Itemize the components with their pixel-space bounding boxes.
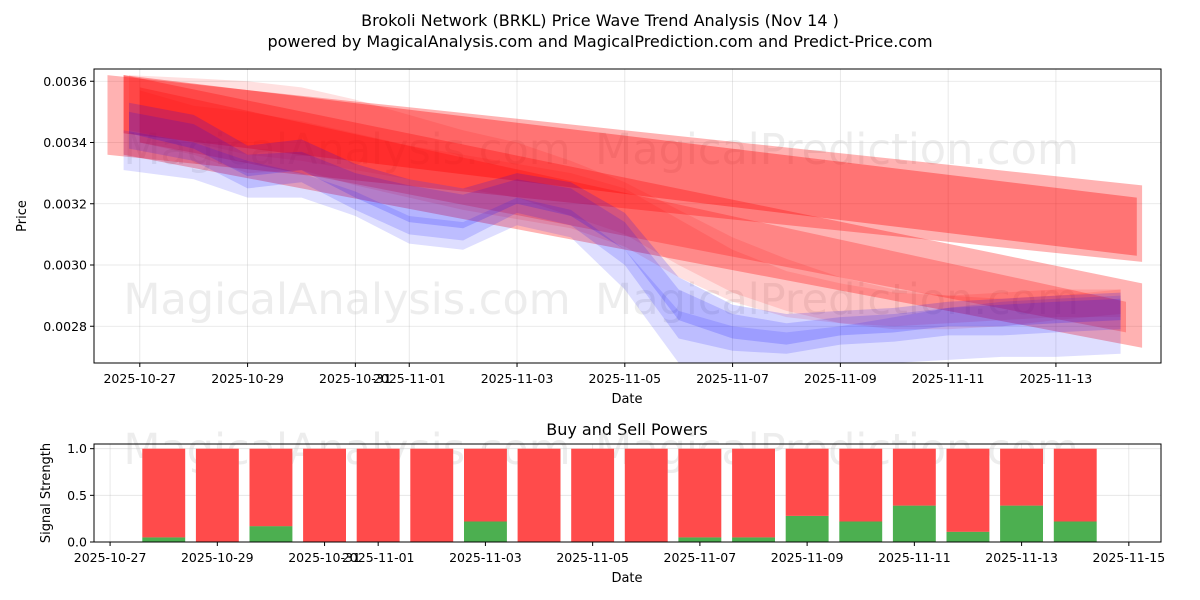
sell-bar	[678, 448, 722, 538]
watermark-3: MagicalAnalysis.com	[123, 275, 570, 325]
blue-wave-1	[123, 130, 1121, 363]
price-x-tick-label: 2025-11-05	[588, 371, 661, 386]
price-x-tick-label: 2025-11-03	[481, 371, 554, 386]
sell-bar	[732, 448, 775, 538]
signal-y-tick-label: 0.5	[67, 488, 87, 503]
signal-x-tick-label: 2025-10-27	[74, 550, 147, 565]
signal-x-tick-label: 2025-11-13	[985, 550, 1058, 565]
price-y-tick-label: 0.0034	[43, 135, 87, 150]
sell-bar	[571, 448, 615, 542]
signal-x-tick-label: 2025-11-01	[342, 550, 415, 565]
sell-bar	[892, 448, 936, 506]
buy-bar	[464, 521, 507, 542]
signal-title: Buy and Sell Powers	[546, 420, 708, 439]
price-panel: MagicalAnalysis.com MagicalPrediction.co…	[15, 68, 1162, 407]
price-x-tick-label: 2025-10-29	[211, 371, 284, 386]
blue-wave-2	[129, 111, 1121, 354]
sell-bar	[249, 448, 293, 527]
buy-bar	[1000, 505, 1043, 542]
price-grid	[94, 69, 1161, 363]
buy-bar	[1053, 521, 1097, 542]
price-x-tick-label: 2025-11-13	[1020, 371, 1093, 386]
signal-x-tick-label: 2025-11-05	[556, 550, 629, 565]
signal-x-tick-label: 2025-10-31	[288, 550, 361, 565]
watermark-6: MagicalPrediction.com	[595, 425, 1079, 475]
price-x-axis-label: Date	[611, 392, 642, 407]
price-x-tick-label: 2025-11-07	[696, 371, 769, 386]
buy-bar	[249, 526, 293, 542]
price-bands	[107, 75, 1143, 363]
signal-y-axis-label: Signal Strength	[39, 443, 54, 543]
signal-bars	[142, 448, 1097, 542]
sell-bar	[517, 448, 561, 542]
signal-axes-frame	[93, 443, 1162, 543]
buy-bar	[839, 521, 883, 542]
price-x-tick-label: 2025-11-09	[804, 371, 877, 386]
price-y-tick-label: 0.0032	[43, 196, 87, 211]
signal-y-ticks: 0.0 0.5 1.0	[67, 441, 94, 550]
buy-bar	[142, 537, 186, 542]
price-x-tick-label: 2025-10-27	[103, 371, 176, 386]
buy-bar	[678, 537, 722, 542]
sell-bar	[410, 448, 454, 542]
red-band-lower-trend	[123, 75, 1143, 348]
sell-bar	[839, 448, 883, 522]
sell-bar	[195, 448, 239, 542]
sell-bar	[303, 448, 346, 542]
sell-bar	[1000, 448, 1043, 506]
price-y-tick-label: 0.0028	[43, 319, 87, 334]
signal-x-tick-label: 2025-11-11	[878, 550, 951, 565]
signal-x-tick-label: 2025-11-07	[664, 550, 737, 565]
price-y-tick-label: 0.0036	[43, 74, 87, 89]
sell-bar	[1053, 448, 1097, 522]
price-y-axis-label: Price	[15, 200, 30, 232]
buy-bar	[732, 537, 775, 542]
sell-bar	[624, 448, 668, 542]
price-x-ticks: 2025-10-27 2025-10-29 2025-10-312025-11-01…	[103, 363, 1092, 386]
signal-x-tick-label: 2025-11-09	[771, 550, 844, 565]
sell-bar	[464, 448, 507, 522]
watermark-2: MagicalPrediction.com	[595, 125, 1079, 175]
sell-bar	[946, 448, 990, 532]
red-wave-1	[129, 75, 1121, 330]
sell-bar	[142, 448, 186, 538]
price-y-tick-label: 0.0030	[43, 258, 87, 273]
signal-x-tick-label: 2025-10-29	[181, 550, 254, 565]
buy-bar	[946, 531, 990, 542]
red-band-lower-trend-core	[139, 87, 1127, 333]
blue-wave-3	[129, 102, 1121, 345]
sell-bar	[356, 448, 400, 542]
buy-bar	[785, 515, 829, 542]
chart-subtitle: powered by MagicalAnalysis.com and Magic…	[267, 32, 932, 51]
signal-x-tick-label: 2025-11-15	[1093, 550, 1166, 565]
signal-x-ticks: 2025-10-27 2025-10-29 2025-10-312025-11-01…	[74, 542, 1165, 565]
price-x-tick-label: 2025-11-11	[912, 371, 985, 386]
signal-x-axis-label: Date	[611, 571, 642, 586]
signal-x-tick-label: 2025-11-03	[449, 550, 522, 565]
buy-bar	[892, 505, 936, 542]
red-wave-2	[139, 90, 1121, 327]
price-x-tick-label: 2025-11-01	[373, 371, 446, 386]
watermark-1: MagicalAnalysis.com	[123, 125, 570, 175]
signal-y-tick-label: 0.0	[67, 535, 87, 550]
chart-title: Brokoli Network (BRKL) Price Wave Trend …	[361, 11, 839, 30]
signal-panel: Buy and Sell Powers MagicalAnalysis.com …	[39, 420, 1165, 586]
red-band-upper-trend-core	[123, 75, 1137, 256]
price-x-tick-label: 2025-10-31	[319, 371, 392, 386]
price-axes-frame	[93, 68, 1162, 364]
price-y-ticks: 0.0028 0.0030 0.0032 0.0034 0.0036	[43, 74, 94, 334]
red-band-upper-trend	[107, 75, 1143, 262]
signal-y-tick-label: 1.0	[67, 441, 87, 456]
sell-bar	[785, 448, 829, 516]
watermark-4: MagicalPrediction.com	[595, 275, 1079, 325]
